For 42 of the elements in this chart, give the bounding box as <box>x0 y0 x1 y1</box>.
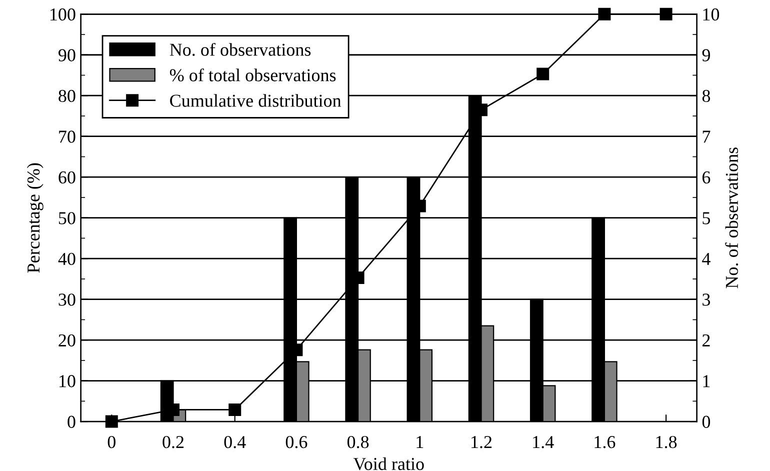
x-tick-label: 0.8 <box>347 436 369 448</box>
y-tick-label: 100 <box>50 8 76 21</box>
y-tick-label: 60 <box>58 171 76 184</box>
y2-axis-title: No. of observations <box>725 148 738 288</box>
y2-tick-label: 8 <box>702 90 710 102</box>
y2-tick-label: 4 <box>702 252 710 265</box>
y2-tick-label: 6 <box>702 171 710 184</box>
y2-tick-label: 9 <box>702 49 710 62</box>
y-tick-label: 40 <box>58 252 76 266</box>
y-tick-label: 50 <box>58 212 76 224</box>
x-tick-label: 1.8 <box>656 436 677 448</box>
y-tick-label: 30 <box>58 294 76 306</box>
point <box>598 8 611 20</box>
y-axis-title: Percentage (%) <box>26 163 44 273</box>
y-tick-label: 70 <box>59 130 76 143</box>
y2-tick-label: 7 <box>702 130 710 143</box>
x-tick-label: 0.6 <box>286 436 308 448</box>
x-tick-label: 0.2 <box>162 436 184 448</box>
point <box>660 8 672 20</box>
y2-tick-label: 2 <box>702 334 710 346</box>
point <box>228 403 242 416</box>
x-tick-label: 0 <box>108 436 116 448</box>
x-tick-label: 0.4 <box>224 436 246 448</box>
x-tick-label: 1.2 <box>472 436 492 448</box>
legend-label: No. of observations <box>170 42 311 56</box>
point <box>536 68 550 80</box>
y2-tick-label: 0 <box>702 416 710 428</box>
x-tick-label: 1 <box>416 436 424 448</box>
x-tick-label: 1.4 <box>533 436 554 448</box>
legend-label: % of total observations <box>170 68 336 82</box>
y2-tick-label: 5 <box>702 212 710 224</box>
x-tick-label: 1.6 <box>594 436 616 448</box>
x-axis-title: Void ratio <box>353 457 424 470</box>
y-tick-label: 90 <box>58 49 76 62</box>
y2-tick-label: 1 <box>703 375 710 388</box>
y-tick-label: 0 <box>68 416 76 428</box>
y2-tick-label: 10 <box>703 8 720 21</box>
y-tick-label: 20 <box>58 334 76 347</box>
y-tick-label: 80 <box>58 90 76 102</box>
y2-tick-label: 3 <box>702 294 710 306</box>
legend-label: Cumulative distribution <box>170 94 342 107</box>
y-tick-label: 10 <box>60 375 76 388</box>
